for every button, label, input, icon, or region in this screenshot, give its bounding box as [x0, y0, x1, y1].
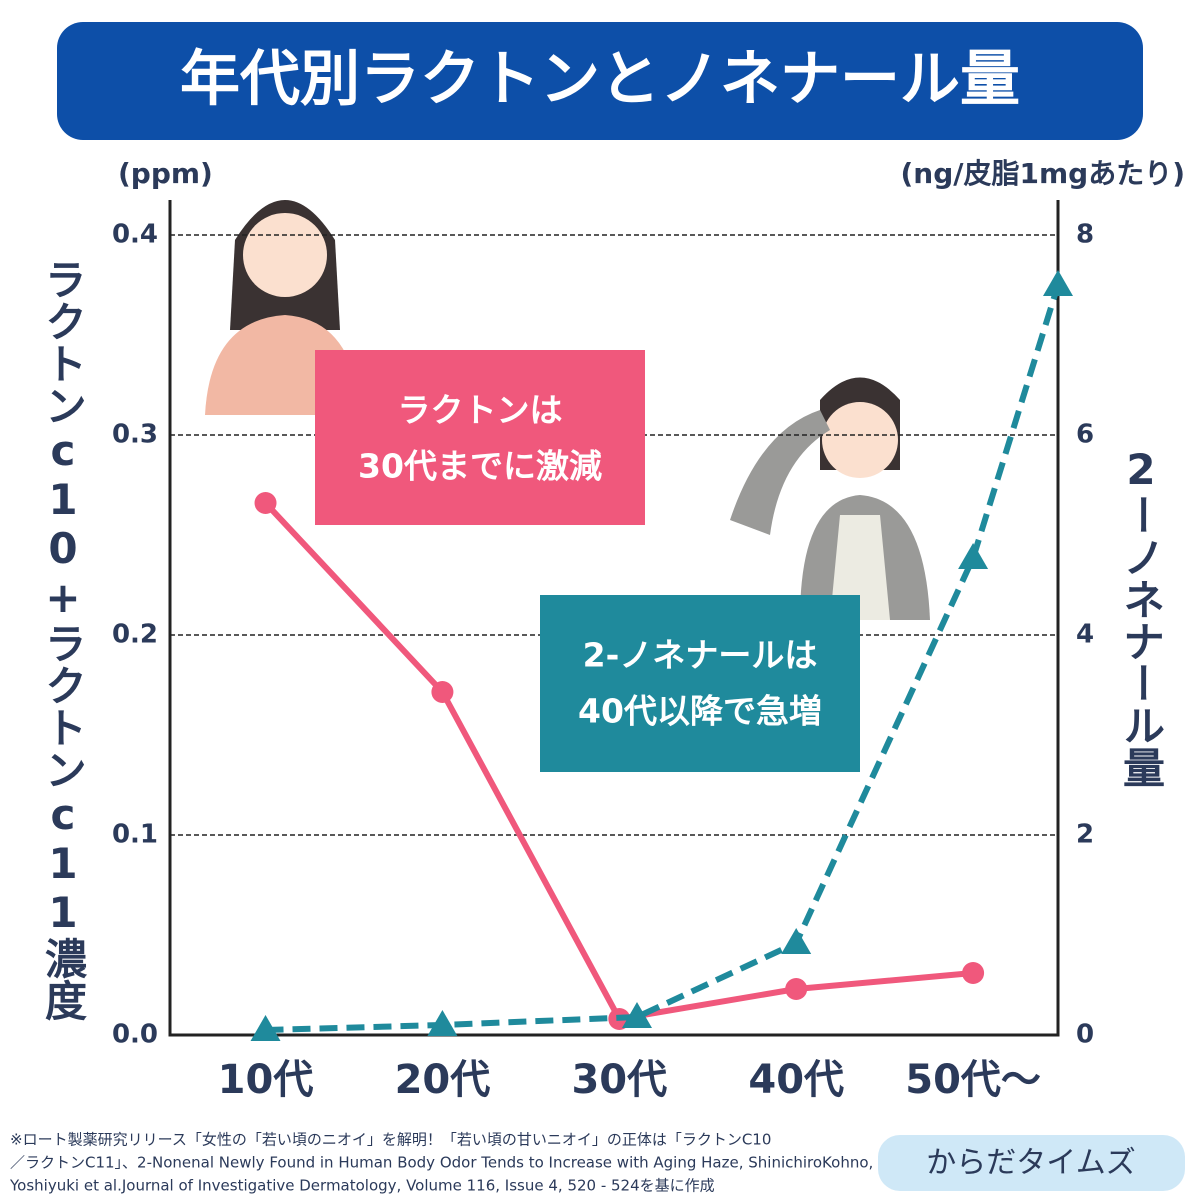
chart-title: 年代別ラクトンとノネナール量 [180, 45, 1020, 115]
y-tick-label: 0.1 [112, 820, 158, 850]
source-note: ※ロート製薬研究リリース「女性の「若い頃のニオイ」を解明！「若い頃の甘いニオイ」… [10, 1131, 771, 1149]
x-tick-label: 40代 [748, 1057, 844, 1103]
series-line [265, 284, 1061, 1033]
annotation-box [540, 595, 860, 772]
y-tick-label: 0.4 [112, 220, 158, 250]
marker [250, 1015, 281, 1041]
annotation-text: ラクトンは [398, 391, 563, 430]
brand-badge [878, 1135, 1185, 1191]
y-unit: (ppm) [118, 157, 213, 190]
annotation-text: 2-ノネナールは [583, 636, 818, 675]
source-note: ／ラクトンC11」、2-Nonenal Newly Found in Human… [10, 1154, 873, 1172]
y2-tick-label: 4 [1076, 620, 1094, 650]
y2-unit: (ng/皮脂1mgあたり) [901, 157, 1186, 190]
marker [621, 1002, 652, 1028]
marker [427, 1010, 458, 1036]
y2-tick-label: 8 [1076, 220, 1094, 250]
marker [958, 543, 989, 569]
marker [962, 962, 985, 984]
marker [781, 928, 812, 954]
marker [785, 978, 808, 1000]
annotation-text: 30代までに激減 [358, 447, 602, 486]
x-tick-label: 20代 [395, 1057, 491, 1103]
y-axis-label: ラクトンc10+ラクトンc11濃度 [39, 258, 88, 1021]
marker [1043, 270, 1073, 296]
y-tick-label: 0.0 [112, 1020, 158, 1050]
brand: からだタイムズ [926, 1146, 1135, 1181]
y2-tick-label: 2 [1076, 820, 1094, 850]
y2-axis-label: 2ーノネナール量 [1117, 445, 1166, 788]
x-tick-label: 30代 [571, 1057, 667, 1103]
annotation-box [315, 350, 645, 525]
title-banner [57, 22, 1143, 140]
y2-tick-label: 0 [1076, 1020, 1094, 1050]
axis-lines [168, 200, 1060, 1037]
illustration-worried-woman [730, 377, 930, 620]
y-tick-label: 0.3 [112, 420, 158, 450]
annotation-text: 40代以降で急増 [578, 692, 822, 731]
marker [254, 492, 277, 514]
source-note: Yoshiyuki et al.Journal of Investigative… [9, 1177, 715, 1195]
y2-tick-label: 6 [1076, 420, 1094, 450]
marker [431, 681, 454, 703]
y-tick-label: 0.2 [112, 620, 158, 650]
x-tick-label: 10代 [218, 1057, 314, 1103]
x-tick-label: 50代〜 [905, 1057, 1041, 1103]
